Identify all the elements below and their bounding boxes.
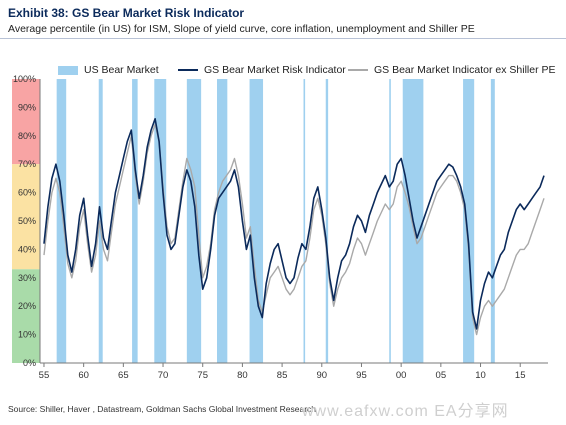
bear-band-7 <box>303 79 306 363</box>
legend-item-bear-market: US Bear Market <box>58 64 159 76</box>
bear-band-8 <box>325 79 329 363</box>
background-zones <box>12 79 41 363</box>
y-tick-label: 50% <box>18 216 36 226</box>
bear-market-chart: 0% 10% 20% 30% 40% 50% 60% 70% 80% 90% 100% 55 60 65… <box>12 74 548 381</box>
series-ex-shiller <box>43 123 545 336</box>
x-tick-label: 65 <box>118 370 129 381</box>
legend-swatch-ex-shiller <box>348 69 368 71</box>
legend-item-ex-shiller: GS Bear Market Indicator ex Shiller PE <box>348 64 556 76</box>
y-tick-label: 70% <box>18 159 36 169</box>
legend-swatch-risk-indicator <box>178 69 198 71</box>
y-tick-label: 40% <box>18 244 36 254</box>
x-tick-label: 15 <box>515 370 526 381</box>
y-tick-label: 60% <box>18 188 36 198</box>
legend-label-risk-indicator: GS Bear Market Risk Indicator <box>204 64 346 76</box>
x-tick-label: 85 <box>277 370 288 381</box>
watermark: www.eafxw.com EA分享网 <box>302 403 509 420</box>
x-tick-label: 90 <box>316 370 327 381</box>
legend-label-bear-market: US Bear Market <box>84 64 159 76</box>
y-tick-label: 0% <box>23 358 36 368</box>
bear-band-9 <box>389 79 391 363</box>
bear-band-12 <box>490 79 495 363</box>
x-tick-label: 00 <box>396 370 407 381</box>
x-tick-label: 10 <box>475 370 486 381</box>
x-tick-label: 75 <box>197 370 208 381</box>
bear-band-3 <box>154 79 167 363</box>
bear-band-11 <box>463 79 475 363</box>
legend-swatch-bear-market <box>58 65 78 75</box>
x-tick-label: 60 <box>78 370 89 381</box>
chart-title: Exhibit 38: GS Bear Market Risk Indicato… <box>8 6 245 20</box>
zone-red <box>12 79 40 165</box>
x-tick-label: 05 <box>436 370 447 381</box>
legend-item-risk-indicator: GS Bear Market Risk Indicator <box>178 64 346 76</box>
bear-band-4 <box>186 79 202 363</box>
bear-band-2 <box>132 79 138 363</box>
y-tick-label: 30% <box>18 273 36 283</box>
x-tick-label: 95 <box>356 370 367 381</box>
legend-label-ex-shiller: GS Bear Market Indicator ex Shiller PE <box>374 64 556 76</box>
bear-band-6 <box>249 79 264 363</box>
bear-band-0 <box>56 79 67 363</box>
zone-yellow <box>12 164 40 270</box>
bear-market-bands <box>56 79 495 363</box>
header-divider <box>0 38 566 39</box>
y-tick-labels: 0% 10% 20% 30% 40% 50% 60% 70% 80% 90% 100% <box>13 74 36 368</box>
series-risk-indicator <box>43 118 545 330</box>
y-tick-label: 100% <box>13 74 36 84</box>
chart-subtitle: Average percentile (in US) for ISM, Slop… <box>8 23 475 35</box>
x-axis: 55 60 65 70 75 80 85 90 95 00 05 10 15 <box>39 362 548 381</box>
series-layer <box>43 118 545 336</box>
y-tick-label: 80% <box>18 131 36 141</box>
bear-band-5 <box>217 79 228 363</box>
y-tick-label: 10% <box>18 330 36 340</box>
x-tick-label: 80 <box>237 370 248 381</box>
x-tick-label: 70 <box>158 370 169 381</box>
y-tick-label: 20% <box>18 301 36 311</box>
y-tick-label: 90% <box>18 102 36 112</box>
source-note: Source: Shiller, Haver , Datastream, Gol… <box>8 404 317 414</box>
x-tick-label: 55 <box>39 370 50 381</box>
zone-green <box>12 269 40 363</box>
